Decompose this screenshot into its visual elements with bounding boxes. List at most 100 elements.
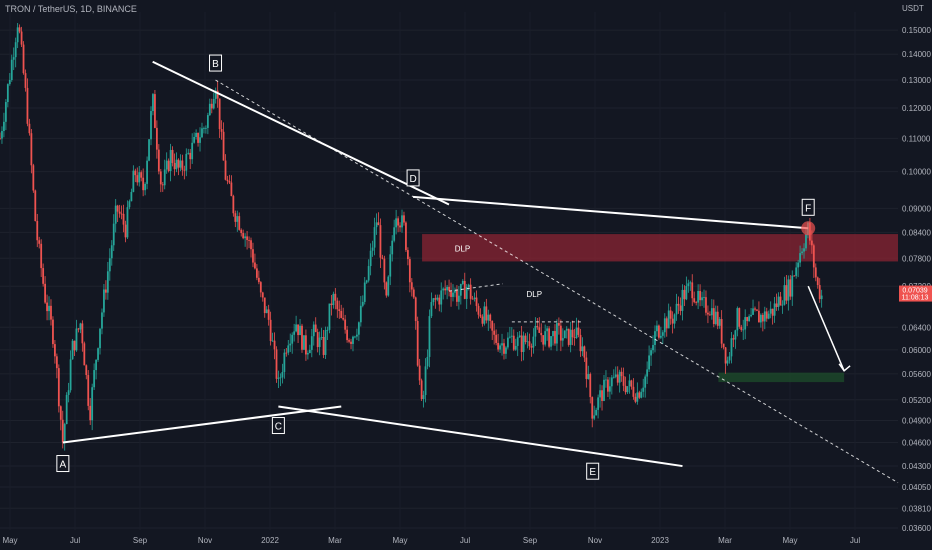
candle-body xyxy=(159,171,162,185)
candle-body xyxy=(22,44,25,74)
candle-body xyxy=(257,277,260,283)
candle-body xyxy=(375,222,378,228)
candle-body xyxy=(16,27,19,43)
candle-body xyxy=(428,316,431,357)
candle-body xyxy=(214,90,217,100)
candle-body xyxy=(791,275,794,297)
candle-body xyxy=(167,160,170,172)
candle-body xyxy=(246,236,248,241)
candle-body xyxy=(418,365,421,381)
candle-body xyxy=(261,292,264,298)
candle-body xyxy=(508,336,511,338)
candle-body xyxy=(532,336,535,348)
candle-body xyxy=(222,131,225,161)
candle-body xyxy=(50,305,52,320)
candle-body xyxy=(408,259,411,283)
pattern-label-b: B xyxy=(212,59,219,70)
candle-body xyxy=(534,325,537,337)
candle-body xyxy=(324,330,327,355)
candle-body xyxy=(440,290,443,305)
candle-body xyxy=(191,142,194,160)
unit-label: USDT xyxy=(902,4,924,13)
x-tick-label: Mar xyxy=(718,536,732,545)
candle-body xyxy=(571,329,574,338)
candle-body xyxy=(181,160,184,170)
y-tick-label: 0.10000 xyxy=(902,168,931,177)
candle-body xyxy=(91,387,94,421)
candle-body xyxy=(405,222,407,251)
candle-body xyxy=(820,295,823,300)
candle-body xyxy=(118,211,121,214)
annotation-label: DLP xyxy=(527,290,543,299)
candle-body xyxy=(659,335,662,338)
candle-body xyxy=(3,121,5,132)
candle-body xyxy=(401,215,403,228)
candle-body xyxy=(310,336,313,350)
time-axis[interactable]: May Jul Sep Nov 2022 Mar May Jul Sep Nov 2023 Mar Ma… xyxy=(2,536,860,545)
candle-body xyxy=(450,290,452,297)
price-axis[interactable]: 0.15000 0.14000 0.13000 0.12000 0.11000 0.100… xyxy=(899,26,932,533)
candle-body xyxy=(157,149,160,172)
zone-rect xyxy=(422,234,898,262)
candle-body xyxy=(467,284,470,288)
candle-body xyxy=(738,308,741,327)
candle-body xyxy=(540,332,543,336)
candle-body xyxy=(761,314,764,322)
candle-body xyxy=(289,343,292,346)
candle-body xyxy=(197,132,199,143)
candle-body xyxy=(67,390,70,395)
candle-body xyxy=(328,303,331,330)
candle-body xyxy=(595,409,598,416)
candle-body xyxy=(42,268,45,284)
candle-body xyxy=(775,303,778,307)
candle-body xyxy=(612,376,615,378)
x-tick-label: Jul xyxy=(850,536,860,545)
candle-body xyxy=(656,325,658,332)
candle-body xyxy=(187,152,190,154)
candle-body xyxy=(8,80,11,85)
candle-body xyxy=(769,308,772,314)
candle-body xyxy=(818,285,821,300)
pattern-label-f: F xyxy=(805,203,811,214)
candle-body xyxy=(361,301,364,306)
candle-body xyxy=(587,374,590,379)
candle-body xyxy=(799,253,801,263)
y-tick-label: 0.04050 xyxy=(902,483,931,492)
candle-body xyxy=(557,323,560,326)
candle-body xyxy=(354,336,356,338)
candle-body xyxy=(550,336,552,347)
candle-body xyxy=(556,323,558,344)
chart-title: TRON / TetherUS, 1D, BINANCE xyxy=(5,4,137,14)
candle-body xyxy=(701,297,703,301)
trendline-dashed xyxy=(215,79,899,484)
pattern-label-box xyxy=(271,417,285,435)
candle-body xyxy=(512,335,515,350)
candle-body xyxy=(754,308,756,310)
candle-body xyxy=(663,318,666,333)
candle-body xyxy=(226,179,229,182)
pattern-labels: A B C D E F DLP DLP xyxy=(56,54,815,480)
candle-body xyxy=(634,396,637,402)
candle-body xyxy=(703,297,705,298)
candle-body xyxy=(377,222,380,226)
candle-body xyxy=(303,335,305,350)
candle-body xyxy=(126,207,129,238)
candle-body xyxy=(469,284,472,299)
candle-body xyxy=(195,132,198,137)
candle-body xyxy=(308,349,311,354)
candle-body xyxy=(771,308,774,316)
candle-body xyxy=(193,136,196,143)
arrow-head xyxy=(838,363,851,372)
candle-body xyxy=(320,336,323,338)
candle-body xyxy=(705,297,707,313)
candle-body xyxy=(687,283,690,287)
candle-body xyxy=(803,248,805,252)
candle-body xyxy=(52,319,54,345)
candle-body xyxy=(389,254,392,277)
pattern-label-box xyxy=(406,169,420,187)
candle-body xyxy=(763,311,766,322)
candle-body xyxy=(593,415,596,419)
y-tick-label: 0.03600 xyxy=(902,524,931,533)
